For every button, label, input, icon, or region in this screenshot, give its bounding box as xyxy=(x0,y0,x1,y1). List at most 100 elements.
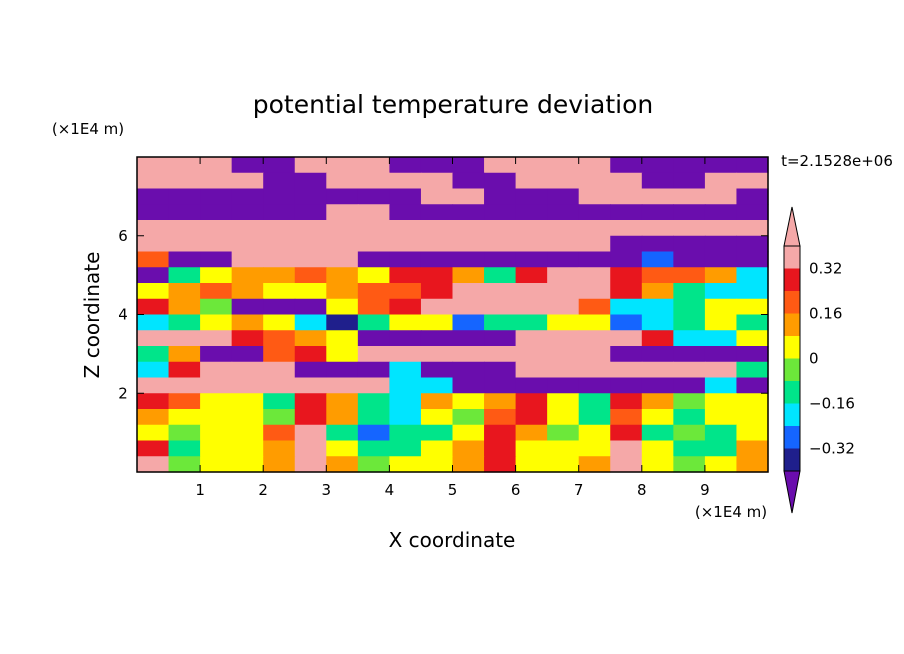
field-cell xyxy=(389,188,422,205)
field-cell xyxy=(168,377,201,394)
field-cell xyxy=(420,456,454,473)
field-cell xyxy=(547,361,580,379)
field-cell xyxy=(231,204,264,221)
field-cell xyxy=(673,251,706,268)
field-cell xyxy=(137,298,170,316)
field-cell xyxy=(137,424,170,442)
field-cell xyxy=(326,172,359,190)
field-cell xyxy=(547,424,580,442)
field-cell xyxy=(420,188,454,205)
field-cell xyxy=(515,440,548,457)
field-cell xyxy=(200,220,233,237)
field-cell xyxy=(610,409,643,426)
field-cell xyxy=(704,377,738,394)
field-cell xyxy=(357,235,390,253)
field-cell xyxy=(610,220,643,237)
field-cell xyxy=(420,267,454,284)
field-cell xyxy=(547,283,580,300)
field-cell xyxy=(547,377,580,394)
field-cell xyxy=(673,377,706,394)
field-cell xyxy=(326,204,359,221)
field-cell xyxy=(420,393,454,410)
field-cell xyxy=(704,204,738,221)
field-cell xyxy=(137,204,170,221)
y-unit-label: (×1E4 m) xyxy=(52,120,124,138)
field-cell xyxy=(420,298,454,316)
field-cell xyxy=(484,267,517,284)
field-cell xyxy=(326,235,359,253)
field-cell xyxy=(578,409,611,426)
field-cell xyxy=(578,220,611,237)
field-cell xyxy=(231,298,264,316)
field-cell xyxy=(547,298,580,316)
field-cell xyxy=(294,251,327,268)
field-cell xyxy=(641,361,674,379)
field-cell xyxy=(357,361,390,379)
field-cell xyxy=(168,346,201,363)
field-cell xyxy=(389,157,422,174)
field-cell xyxy=(168,157,201,174)
field-cell xyxy=(326,361,359,379)
field-cell xyxy=(578,456,611,473)
colorbar-segment xyxy=(784,268,800,291)
x-axis-ticks: 1 2 3 4 5 6 7 8 9 xyxy=(195,157,710,499)
field-cell xyxy=(357,220,390,237)
field-cell xyxy=(294,314,327,331)
field-cell xyxy=(389,377,422,394)
field-cell xyxy=(484,440,517,457)
field-cell xyxy=(420,204,454,221)
field-cell xyxy=(578,377,611,394)
x-tick-label: 5 xyxy=(448,481,458,499)
field-cell xyxy=(452,361,485,379)
field-cell xyxy=(641,157,674,174)
field-cell xyxy=(547,409,580,426)
field-cell xyxy=(515,267,548,284)
field-cell xyxy=(231,393,264,410)
field-cell xyxy=(168,314,201,331)
field-cell xyxy=(610,361,643,379)
field-cell xyxy=(736,314,769,331)
x-tick-label: 2 xyxy=(258,481,268,499)
field-cell xyxy=(231,330,264,347)
plot-area: 1 2 3 4 5 6 7 8 9 2 4 6 xyxy=(118,156,769,499)
y-axis-ticks: 2 4 6 xyxy=(118,227,768,402)
field-cell xyxy=(736,220,769,237)
field-cell xyxy=(673,409,706,426)
field-cell xyxy=(515,346,548,363)
field-cell xyxy=(357,409,390,426)
x-tick-label: 7 xyxy=(574,481,584,499)
field-cell xyxy=(389,314,422,331)
field-cell xyxy=(515,330,548,347)
field-cell xyxy=(673,204,706,221)
field-cell xyxy=(641,440,674,457)
field-cell xyxy=(294,424,327,442)
field-cell xyxy=(231,251,264,268)
y-tick-label: 2 xyxy=(118,384,128,402)
field-cell xyxy=(736,456,769,473)
field-cell xyxy=(294,220,327,237)
field-cell xyxy=(641,393,674,410)
colorbar-tick-label: 0.32 xyxy=(809,260,842,278)
field-cell xyxy=(452,235,485,253)
field-cell xyxy=(610,440,643,457)
field-cell xyxy=(137,172,170,190)
field-cell xyxy=(610,267,643,284)
field-cell xyxy=(515,424,548,442)
field-cell xyxy=(294,235,327,253)
x-tick-label: 1 xyxy=(195,481,205,499)
field-cell xyxy=(231,440,264,457)
colorbar-tick-label: 0.16 xyxy=(809,305,842,323)
field-cell xyxy=(578,235,611,253)
x-tick-label: 9 xyxy=(700,481,710,499)
colorbar-segment xyxy=(784,448,800,471)
field-cell xyxy=(294,188,327,205)
field-cell xyxy=(326,346,359,363)
field-cell xyxy=(452,172,485,190)
field-cell xyxy=(578,157,611,174)
field-cell xyxy=(263,235,296,253)
field-cell xyxy=(515,251,548,268)
field-cell xyxy=(673,456,706,473)
field-cell xyxy=(357,346,390,363)
field-cell xyxy=(673,188,706,205)
field-cell xyxy=(200,330,233,347)
